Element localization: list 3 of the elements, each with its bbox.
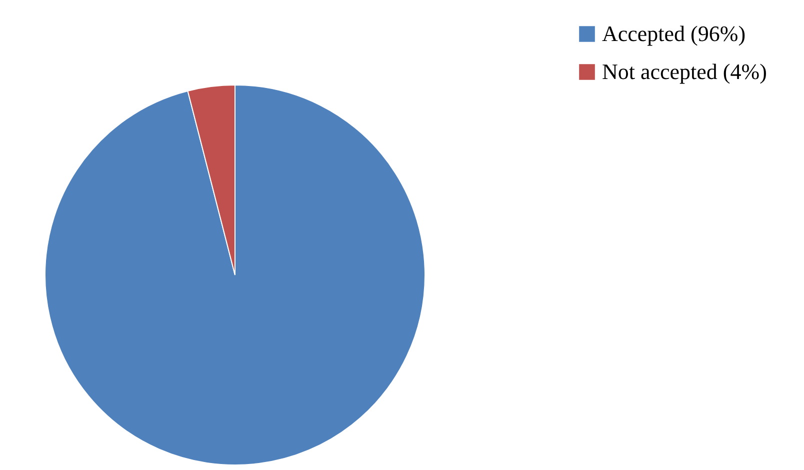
legend-label: Accepted (96%) xyxy=(602,21,746,46)
pie-slice xyxy=(44,84,426,466)
legend-label: Not accepted (4%) xyxy=(602,59,767,84)
